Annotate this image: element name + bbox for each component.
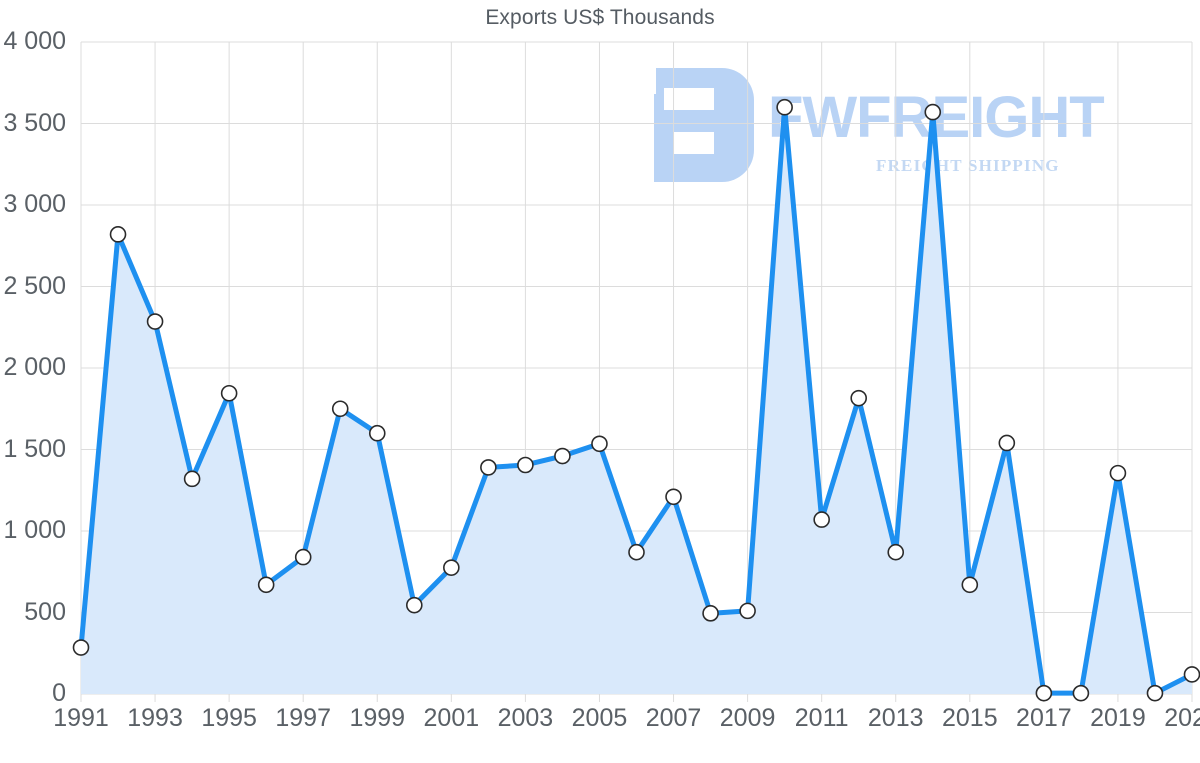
x-axis-tick-label: 2017 [1016, 704, 1072, 732]
data-point-marker[interactable] [220, 384, 238, 402]
x-axis-tick-label: 1995 [201, 704, 257, 732]
data-point-marker[interactable] [813, 511, 830, 528]
y-axis-tick-label: 3 500 [3, 108, 66, 137]
data-point-marker[interactable] [776, 98, 793, 116]
data-point-marker[interactable] [257, 576, 275, 594]
x-axis-tick-label: 1999 [349, 704, 406, 732]
x-axis-tick-label: 2001 [423, 704, 480, 732]
x-axis-tick-label: 1993 [127, 704, 183, 732]
data-point-marker[interactable] [109, 226, 127, 243]
data-point-marker[interactable] [665, 488, 682, 506]
data-point-marker[interactable] [739, 602, 756, 620]
data-point-marker[interactable] [405, 596, 423, 614]
data-point-marker[interactable] [183, 470, 201, 488]
data-point-marker[interactable] [368, 424, 386, 442]
data-point-marker[interactable] [480, 459, 497, 476]
data-point-marker[interactable] [998, 434, 1016, 452]
data-point-marker[interactable] [72, 639, 90, 656]
x-axis-tick-label: 1991 [53, 704, 109, 732]
data-point-marker[interactable] [702, 605, 719, 622]
x-axis-tick-label: 2007 [645, 704, 702, 732]
data-point-marker[interactable] [331, 400, 349, 418]
data-point-marker[interactable] [887, 543, 905, 561]
x-axis-tick-label: 2013 [867, 704, 924, 732]
data-point-marker[interactable] [961, 576, 979, 594]
data-point-marker[interactable] [554, 447, 571, 465]
y-axis-tick-label: 1 500 [3, 434, 66, 463]
y-axis-tick-label: 2 000 [3, 353, 66, 381]
y-axis-tick-label: 0 [52, 679, 66, 707]
x-axis-tick-label: 2015 [941, 704, 998, 732]
x-axis-tick-label: 2011 [794, 704, 849, 732]
data-point-marker[interactable] [924, 103, 942, 121]
chart-title: Exports US$ Thousands [485, 6, 715, 29]
x-axis-tick-label: 2009 [719, 704, 776, 732]
y-axis-tick-label: 2 500 [3, 271, 66, 300]
data-point-marker[interactable] [1035, 684, 1053, 702]
data-point-marker[interactable] [1109, 464, 1127, 482]
y-axis-tick-label: 1 000 [3, 516, 66, 544]
x-axis-tick-label: 1997 [275, 704, 331, 732]
data-point-marker[interactable] [146, 313, 164, 330]
data-point-marker[interactable] [1183, 666, 1200, 683]
data-point-marker[interactable] [591, 435, 608, 453]
data-point-marker[interactable] [1072, 684, 1090, 702]
data-point-marker[interactable] [1146, 684, 1164, 702]
data-point-marker[interactable] [443, 559, 460, 576]
y-axis-tick-label: 4 000 [3, 27, 66, 55]
x-axis-tick-label: 2021 [1164, 704, 1200, 732]
data-point-marker[interactable] [294, 548, 312, 566]
x-axis-tick-label: 2019 [1090, 704, 1146, 732]
data-point-marker[interactable] [517, 456, 534, 474]
x-axis-tick-label: 2003 [497, 704, 554, 732]
x-axis-tick-label: 2005 [571, 704, 628, 732]
data-point-marker[interactable] [850, 389, 868, 407]
y-axis-tick-label: 500 [24, 597, 66, 626]
y-axis-tick-label: 3 000 [3, 190, 66, 218]
series-area-fill [81, 107, 1192, 694]
data-point-marker[interactable] [628, 543, 645, 561]
